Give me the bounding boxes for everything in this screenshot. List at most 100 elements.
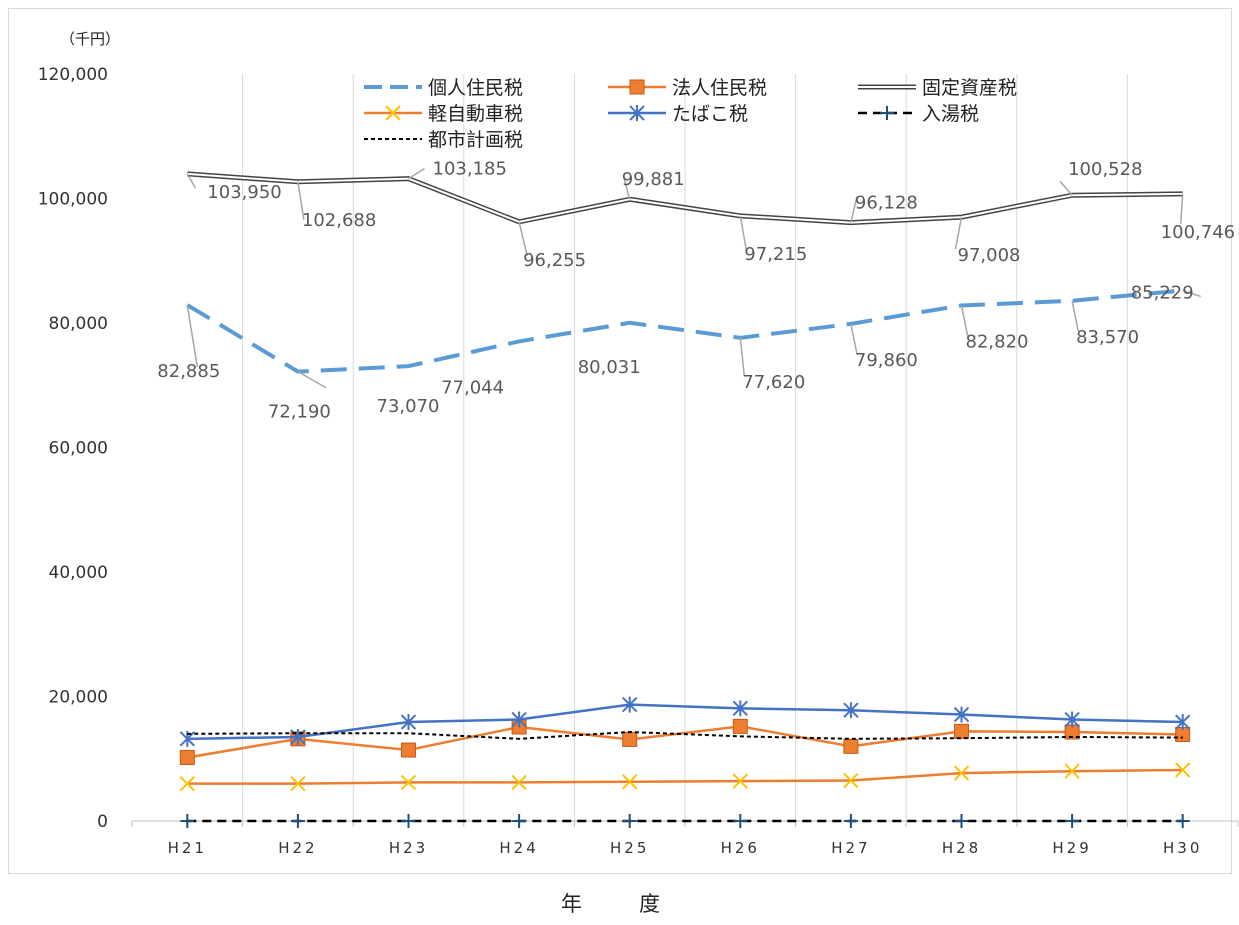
legend-item: 個人住民税 — [364, 77, 523, 99]
data-point — [400, 774, 417, 791]
data-label-leader — [960, 305, 969, 336]
data-label-leader — [408, 168, 425, 180]
chart-gridlines — [242, 74, 1128, 821]
data-point — [732, 718, 748, 734]
data-label: 103,185 — [433, 159, 507, 180]
chart-axes: 0 20,000 40,000 60,000 80,000 100,000 120,000 H… — [38, 65, 1239, 857]
data-label-leader — [954, 216, 963, 250]
data-label: 77,620 — [742, 372, 805, 393]
legend-label: 軽自動車税 — [428, 103, 523, 125]
data-point — [290, 814, 305, 828]
data-label-leader — [518, 221, 528, 256]
data-label: 99,881 — [622, 169, 685, 190]
x-tick-label: H30 — [1163, 839, 1202, 857]
data-point — [732, 773, 749, 789]
data-point — [953, 765, 970, 781]
data-label-leader — [1182, 289, 1201, 298]
legend-item: 軽自動車税 — [364, 103, 523, 125]
data-point — [401, 742, 416, 758]
square-marker — [622, 731, 638, 747]
data-point — [629, 105, 645, 121]
data-label-leader — [739, 215, 748, 250]
x-tick-label: H21 — [168, 839, 207, 857]
data-label-leader — [622, 177, 631, 200]
data-point — [621, 696, 638, 713]
data-point — [400, 714, 417, 731]
data-point — [180, 814, 195, 828]
data-label: 96,255 — [523, 250, 586, 271]
chart-frame — [8, 8, 1232, 874]
legend-item: 法人住民税 — [608, 77, 767, 99]
data-label: 96,128 — [855, 193, 918, 214]
x-tick-label: H28 — [942, 839, 981, 857]
data-point — [290, 775, 306, 792]
data-point — [179, 775, 196, 792]
x-tick-label: H24 — [499, 839, 538, 857]
data-label: 97,215 — [744, 244, 807, 265]
data-label-leader — [739, 337, 746, 376]
x-marker-stroke — [953, 765, 970, 781]
y-tick-label: 40,000 — [49, 563, 108, 583]
data-label: 72,190 — [268, 402, 331, 423]
legend-label: たばこ税 — [672, 103, 748, 125]
data-point — [1064, 763, 1080, 779]
x-marker-stroke — [1064, 763, 1080, 779]
legend-item: たばこ税 — [608, 103, 748, 125]
x-marker-stroke — [179, 775, 196, 792]
square-marker — [629, 79, 645, 95]
data-point — [1174, 762, 1191, 778]
series-plus-dashed — [180, 814, 1190, 828]
data-point — [843, 772, 859, 789]
data-point — [621, 774, 638, 790]
data-point — [622, 731, 638, 747]
x-marker-stroke — [290, 775, 306, 792]
data-point — [732, 700, 749, 717]
y-tick-label: 60,000 — [49, 439, 108, 459]
data-label-leader — [297, 181, 305, 220]
data-point — [954, 814, 969, 828]
data-label: 82,885 — [157, 361, 220, 382]
y-tick-label: 100,000 — [38, 190, 108, 210]
x-marker-stroke — [1174, 762, 1191, 778]
series-x — [179, 762, 1191, 792]
data-label: 85,229 — [1131, 282, 1194, 303]
data-label: 97,008 — [958, 245, 1021, 266]
data-label-leader — [186, 304, 199, 368]
x-tick-label: H25 — [610, 839, 649, 857]
series-star — [179, 696, 1191, 747]
x-marker-stroke — [843, 772, 859, 789]
data-label-leader — [186, 173, 196, 189]
x-tick-label: H26 — [721, 839, 760, 857]
data-label-leader — [1179, 193, 1184, 224]
series-line — [187, 703, 1183, 741]
x-marker-stroke — [511, 774, 527, 791]
y-unit-label: （千円） — [60, 30, 120, 48]
data-label: 73,070 — [377, 396, 440, 417]
y-tick-label: 20,000 — [49, 688, 108, 708]
data-label: 77,044 — [441, 377, 504, 398]
x-axis-title: 年 度 — [561, 892, 678, 916]
data-point — [511, 774, 527, 791]
square-marker — [843, 738, 859, 754]
data-point — [385, 105, 401, 121]
x-marker-stroke — [732, 773, 749, 789]
y-tick-label: 80,000 — [49, 314, 108, 334]
legend-label: 都市計画税 — [428, 129, 523, 151]
x-marker-stroke — [385, 105, 401, 121]
series-dashed-thick — [186, 288, 1183, 374]
x-tick-label: H22 — [278, 839, 317, 857]
data-label: 82,820 — [966, 331, 1029, 352]
data-point — [401, 814, 416, 828]
legend-label: 個人住民税 — [428, 77, 523, 99]
data-point — [880, 106, 894, 120]
x-tick-label: H23 — [389, 839, 428, 857]
data-label: 102,688 — [302, 210, 376, 231]
x-marker-stroke — [621, 774, 638, 790]
data-label-leader — [1071, 300, 1079, 331]
legend-label: 法人住民税 — [672, 77, 767, 99]
data-point — [843, 814, 858, 828]
x-tick-label: H27 — [831, 839, 870, 857]
series-line — [186, 288, 1183, 374]
legend-item: 都市計画税 — [364, 129, 523, 151]
